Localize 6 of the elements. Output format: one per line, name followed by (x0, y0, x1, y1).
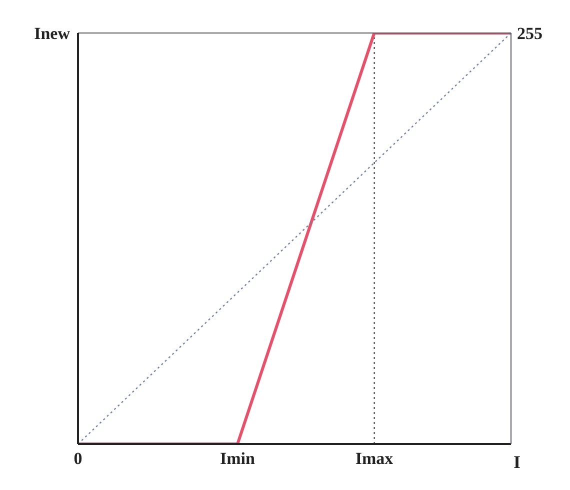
x-tick-label: Imax (355, 449, 394, 468)
x-tick-label: Imin (220, 449, 256, 468)
x-tick-label: 0 (74, 449, 82, 468)
y-axis-title: Inew (34, 24, 71, 43)
x-axis-title: I (513, 452, 521, 472)
text: 255 (517, 24, 542, 44)
